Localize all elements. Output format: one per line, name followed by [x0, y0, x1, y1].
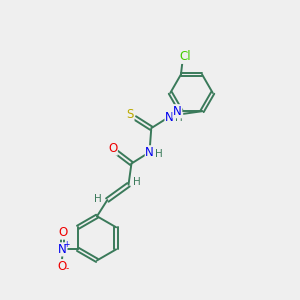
Text: N: N [58, 243, 67, 256]
Text: S: S [127, 108, 134, 121]
Text: -: - [66, 265, 69, 274]
Text: O: O [108, 142, 117, 155]
Text: O: O [58, 226, 67, 239]
Text: N: N [173, 105, 182, 118]
Text: N: N [165, 110, 174, 124]
Text: N: N [145, 146, 154, 159]
Text: H: H [175, 113, 183, 124]
Text: +: + [64, 240, 70, 249]
Text: H: H [94, 194, 102, 204]
Text: Cl: Cl [179, 50, 190, 63]
Text: H: H [155, 149, 163, 159]
Text: O: O [57, 260, 67, 273]
Text: H: H [133, 177, 141, 188]
